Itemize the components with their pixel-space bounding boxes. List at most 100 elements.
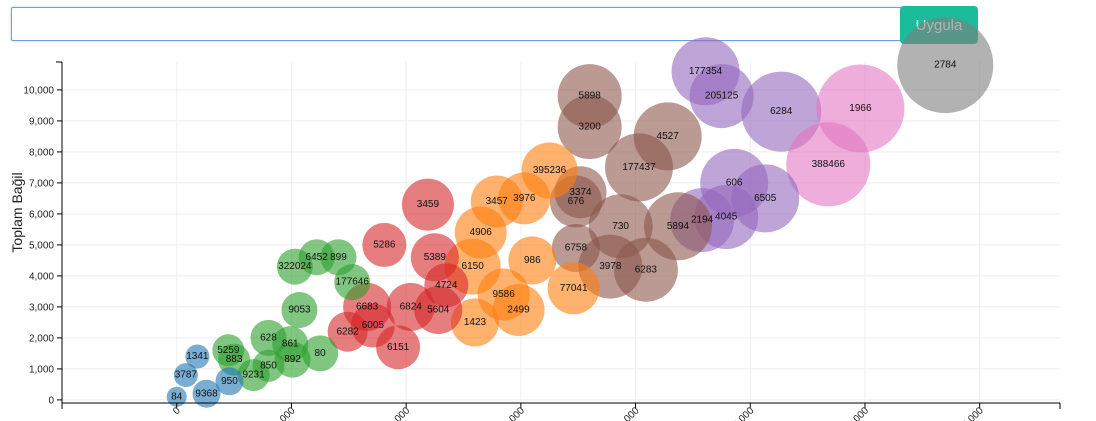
y-tick: 1,000: [29, 364, 62, 375]
bubble-label: 3457: [486, 196, 509, 207]
bubble-label: 6758: [565, 243, 588, 254]
x-tick-label: 4,000: [616, 405, 642, 421]
bubble-label: 730: [612, 221, 629, 232]
y-tick-label: 0: [48, 395, 54, 406]
bubble[interactable]: [605, 133, 674, 202]
x-tick-label: 2,000: [387, 405, 413, 421]
bubble-label: 3374: [569, 187, 592, 198]
bubble[interactable]: [401, 178, 454, 231]
y-tick-label: 1,000: [29, 364, 54, 375]
chart-bubble-labels: 2784 177354 205125 6284 1966 388466 5898 3200 45…: [171, 60, 957, 403]
x-tick: 3,000: [501, 403, 527, 421]
x-tick-label: 6,000: [846, 405, 872, 421]
bubble[interactable]: [327, 311, 368, 352]
bubble[interactable]: [192, 379, 221, 408]
bubble-label: 388466: [812, 159, 846, 170]
bubble[interactable]: [557, 95, 622, 160]
bubble[interactable]: [508, 236, 557, 285]
bubble-label: 9231: [242, 370, 265, 381]
bubble-label: 606: [726, 178, 743, 189]
bubble[interactable]: [551, 224, 600, 272]
bubble-label: 850: [260, 360, 277, 371]
bubble[interactable]: [414, 286, 463, 334]
bubble-label: 395236: [533, 165, 567, 176]
bubble-label: 4906: [470, 227, 493, 238]
y-tick: 4,000: [29, 271, 62, 282]
bubble-label: 5894: [667, 221, 690, 232]
bubble[interactable]: [173, 363, 198, 388]
y-tick-label: 9,000: [29, 116, 54, 127]
filter-input[interactable]: [11, 7, 907, 41]
bubble-label: 9586: [493, 289, 516, 300]
bubble[interactable]: [252, 349, 285, 382]
bubble[interactable]: [166, 386, 187, 407]
bubble-label: 6150: [462, 261, 485, 272]
y-tick-label: 6,000: [29, 209, 54, 220]
y-tick-label: 4,000: [29, 271, 54, 282]
x-tick-label: 3,000: [501, 405, 527, 421]
bubble[interactable]: [276, 248, 313, 285]
bubble-label: 322024: [278, 261, 312, 272]
bubble-label: 4724: [435, 280, 458, 291]
bubble[interactable]: [689, 64, 754, 129]
bubble-label: 3200: [579, 122, 602, 133]
bubble-label: 899: [330, 252, 347, 263]
x-tick: 2,000: [387, 403, 413, 421]
y-tick-label: 8,000: [29, 147, 54, 158]
bubble[interactable]: [334, 264, 371, 301]
bubble-label: 6151: [387, 342, 410, 353]
bubble[interactable]: [212, 334, 245, 367]
bubble-label: 3978: [599, 261, 622, 272]
x-tick-label: 5,000: [731, 405, 757, 421]
bubble[interactable]: [547, 262, 600, 315]
bubble-label: 5259: [217, 345, 240, 356]
bubble-label: 4527: [657, 131, 680, 142]
bubble-label: 5898: [579, 91, 602, 102]
x-tick: 6,000: [846, 403, 872, 421]
x-tick: 7,000: [960, 403, 986, 421]
bubble-label: 1423: [464, 317, 487, 328]
bubble-label: 6284: [770, 106, 793, 117]
bubble-label: 4045: [715, 212, 738, 223]
bubble-label: 2499: [507, 305, 530, 316]
bubble[interactable]: [215, 367, 244, 396]
y-axis-label: Toplam Bağil: [9, 172, 25, 252]
bubble[interactable]: [362, 222, 407, 267]
bubble-label: 6452: [306, 252, 329, 263]
y-tick: 3,000: [29, 302, 62, 313]
bubble-label: 77041: [560, 283, 588, 294]
bubble-label: 628: [260, 333, 277, 344]
bubble[interactable]: [376, 325, 421, 370]
bubble[interactable]: [786, 122, 871, 207]
y-tick: 0: [48, 395, 62, 406]
y-tick: 7,000: [29, 178, 62, 189]
x-tick: 1,000: [272, 403, 298, 421]
bubble[interactable]: [302, 335, 339, 372]
bubble[interactable]: [185, 344, 210, 369]
bubble[interactable]: [897, 17, 994, 114]
bubble[interactable]: [613, 237, 678, 302]
bubble-label: 1341: [186, 351, 209, 362]
x-tick-label: 1,000: [272, 405, 298, 421]
bubble[interactable]: [450, 298, 499, 347]
y-tick-label: 2,000: [29, 333, 54, 344]
x-tick-label: 7,000: [960, 405, 986, 421]
y-tick-label: 5,000: [29, 240, 54, 251]
bubble-label: 5286: [373, 240, 396, 251]
bubble[interactable]: [741, 71, 822, 152]
bubble-label: 6505: [754, 193, 777, 204]
bubble-label: 80: [315, 348, 327, 359]
y-tick: 10,000: [23, 85, 62, 96]
bubble-label: 6824: [400, 302, 423, 313]
bubble[interactable]: [281, 292, 318, 328]
bubble[interactable]: [492, 284, 545, 336]
y-tick: 8,000: [29, 147, 62, 158]
bubble-label: 986: [524, 255, 541, 266]
bubble-label: 84: [171, 391, 183, 402]
bubble-label: 2784: [934, 60, 957, 71]
bubble-label: 6005: [362, 320, 385, 331]
bubble-label: 177354: [689, 66, 723, 77]
x-tick: 4,000: [616, 403, 642, 421]
bubble-label: 950: [221, 376, 238, 387]
